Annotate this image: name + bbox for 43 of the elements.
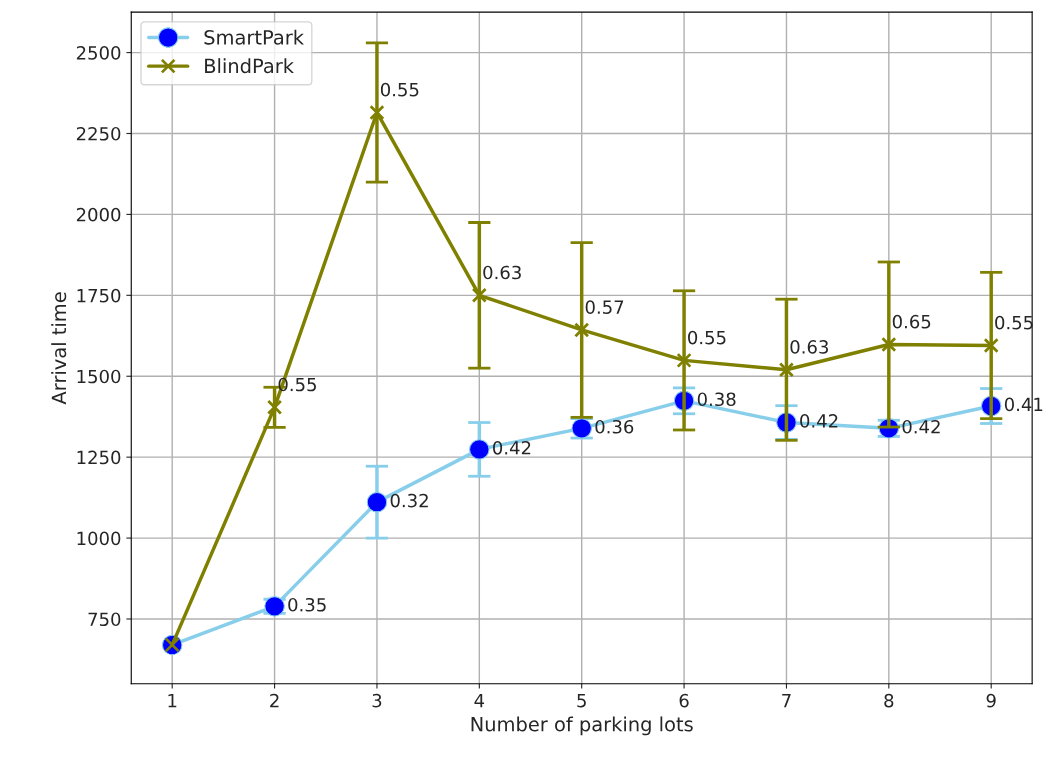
y-tick-label: 1750 <box>77 288 121 303</box>
x-axis-title: Number of parking lots <box>471 716 693 736</box>
x-tick-label: 1 <box>168 693 177 708</box>
annotation: 0.42 <box>493 440 531 455</box>
y-tick-label: 1500 <box>77 369 121 384</box>
point <box>676 352 692 369</box>
annotation: 0.57 <box>585 300 624 314</box>
point <box>366 491 388 513</box>
annotation: 0.32 <box>390 493 428 508</box>
point <box>778 362 795 378</box>
annotation: 0.35 <box>288 597 326 612</box>
annotation: 0.42 <box>902 419 940 434</box>
point <box>266 399 283 415</box>
x-tick-label: 8 <box>884 693 894 708</box>
x-tick-label: 4 <box>474 693 485 708</box>
legend-label: BlindPark <box>205 58 294 74</box>
y-tick-label: 1000 <box>77 531 121 546</box>
x-tick-label: 5 <box>577 693 586 708</box>
annotation: 0.55 <box>688 330 726 345</box>
annotation: 0.63 <box>483 265 521 280</box>
point <box>881 336 897 353</box>
x-tick-label: 3 <box>372 693 382 708</box>
y-tick-label: 750 <box>88 612 121 627</box>
y-axis-title: Arrival time <box>51 292 67 405</box>
y-tick-label: 2000 <box>76 207 121 222</box>
point <box>369 104 385 121</box>
point <box>469 439 490 460</box>
x-tick-label: 6 <box>679 693 689 708</box>
annotation: 0.63 <box>790 340 828 354</box>
x-tick-label: 9 <box>986 693 996 708</box>
point <box>983 337 999 354</box>
annotation: 0.65 <box>892 314 931 329</box>
legend-label: SmartPark <box>204 29 304 45</box>
y-tick-label: 2250 <box>76 126 121 141</box>
y-tick-label: 1250 <box>77 450 121 465</box>
x-tick-label: 2 <box>270 693 279 708</box>
y-tick-label: 2500 <box>76 46 121 60</box>
annotation: 0.55 <box>380 82 419 97</box>
annotation: 0.38 <box>697 392 736 407</box>
point <box>471 287 487 303</box>
annotation: 0.36 <box>595 419 634 434</box>
point <box>574 322 590 338</box>
x-tick-label: 7 <box>782 693 791 708</box>
